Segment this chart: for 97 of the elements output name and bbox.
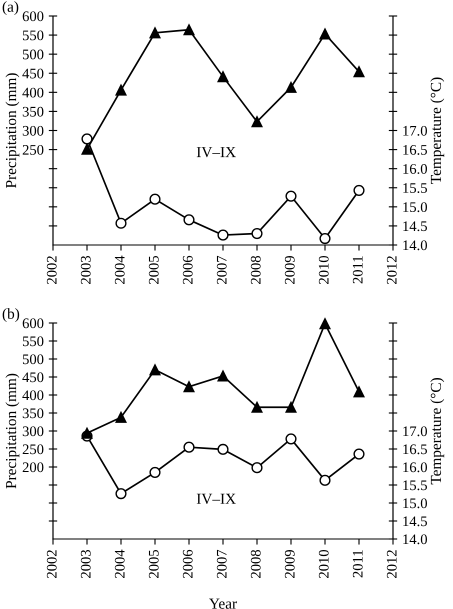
y2-tick-label: 15.5: [403, 183, 427, 194]
y-tick-label: 450: [22, 372, 44, 382]
text: (a): [2, 1, 18, 15]
y-tick-label: 600: [22, 11, 44, 22]
x-tick-label: 2003: [80, 550, 91, 578]
point: [183, 214, 195, 226]
point: [319, 28, 331, 40]
point: [217, 370, 229, 382]
point: [183, 442, 195, 453]
point: [319, 232, 331, 244]
point: [183, 381, 195, 392]
point: [285, 433, 297, 444]
y-tick-label: 250: [22, 444, 44, 454]
point: [115, 84, 127, 96]
point: [285, 190, 297, 202]
point: [81, 133, 93, 144]
x-tick-label: 2005: [148, 550, 159, 578]
x-tick-label: 2012: [386, 256, 397, 284]
x-tick-label: 2005: [148, 256, 159, 284]
y-tick-label: 250: [22, 144, 44, 155]
point: [251, 116, 263, 128]
point: [149, 364, 161, 376]
point: [217, 71, 229, 82]
y-tick-label: 500: [22, 354, 44, 364]
y2-tick-label: 16.0: [403, 462, 427, 472]
y-tick-label: 550: [22, 336, 44, 346]
point: [285, 402, 297, 413]
x-tick-label: 2008: [250, 550, 261, 578]
x-tick-label: 2009: [284, 256, 295, 284]
y2-tick-label: 16.0: [403, 164, 427, 174]
x-tick-label: 2011: [352, 256, 363, 284]
point: [81, 428, 93, 439]
y-tick-label: 450: [22, 68, 44, 78]
y-tick-label: 400: [22, 390, 44, 400]
y-tick-label: 300: [22, 426, 44, 436]
y-tick-label: 200: [22, 462, 44, 472]
x-tick-label: 2003: [80, 256, 91, 284]
x-tick-label: 2006: [182, 256, 193, 284]
point: [149, 194, 161, 205]
point: [319, 474, 331, 486]
y2-tick-label: 15.5: [403, 480, 427, 490]
y2-tick-label: 14.0: [403, 534, 427, 544]
point: [285, 82, 297, 93]
point: [353, 448, 365, 460]
x-tick-label: 2007: [216, 256, 227, 284]
point: [251, 402, 263, 413]
annotation: IV–IX: [196, 147, 236, 158]
point: [81, 144, 93, 155]
y2-tick-label: 16.5: [403, 444, 427, 454]
point: [319, 318, 331, 330]
x-tick-label: 2002: [46, 550, 57, 578]
x-tick-label: 2004: [114, 256, 125, 284]
x-axis-title: Year: [209, 598, 237, 609]
point: [115, 412, 127, 423]
y2-tick-label: 15.0: [403, 202, 427, 212]
y2-tick-label: 14.5: [403, 516, 427, 526]
x-tick-label: 2009: [284, 550, 295, 578]
y-tick-label: 300: [22, 126, 44, 136]
y-axis-title: Precipitation (mm): [5, 73, 20, 188]
point: [149, 466, 161, 478]
y2-tick-label: 16.5: [403, 144, 427, 155]
point: [183, 24, 195, 36]
y2-tick-label: 14.0: [403, 240, 427, 250]
y-tick-label: 350: [22, 408, 44, 418]
y2-tick-label: 15.0: [403, 498, 427, 508]
point: [251, 462, 263, 474]
y-tick-label: 500: [22, 50, 44, 60]
x-tick-label: 2010: [318, 550, 329, 578]
y-axis-title: Precipitation (mm): [5, 374, 20, 488]
y2-tick-label: 14.5: [403, 221, 427, 232]
point: [353, 184, 365, 196]
point: [217, 230, 229, 241]
point: [353, 386, 365, 398]
point: [115, 488, 127, 500]
text: (b): [2, 308, 20, 322]
x-tick-label: 2008: [250, 256, 261, 284]
x-tick-label: 2006: [182, 550, 193, 578]
y-tick-label: 600: [22, 318, 44, 328]
y-tick-label: 550: [22, 30, 44, 40]
y-tick-label: 350: [22, 106, 44, 117]
y2-axis-title: Temperature (°C): [430, 78, 444, 184]
point: [149, 27, 161, 38]
x-tick-label: 2011: [352, 550, 363, 578]
y2-axis-title: Temperature (°C): [430, 378, 444, 484]
annotation: IV–IX: [196, 494, 236, 504]
point: [353, 66, 365, 78]
point: [115, 218, 127, 229]
x-tick-label: 2007: [216, 550, 227, 578]
y2-tick-label: 17.0: [403, 126, 427, 136]
point: [251, 228, 263, 240]
x-tick-label: 2010: [318, 256, 329, 284]
y-tick-label: 400: [22, 88, 44, 98]
point: [217, 444, 229, 455]
x-tick-label: 2004: [114, 550, 125, 578]
x-tick-label: 2012: [386, 550, 397, 578]
x-tick-label: 2002: [46, 256, 57, 284]
y2-tick-label: 17.0: [403, 426, 427, 436]
